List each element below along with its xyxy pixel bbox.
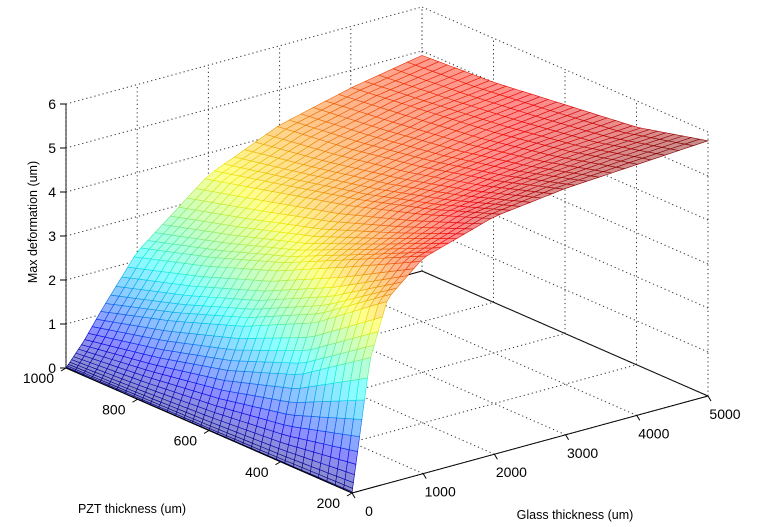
- z-tick-label: 6: [48, 96, 56, 112]
- grid-line: [421, 182, 709, 309]
- z-axis-title: Max deformation (um): [26, 161, 40, 283]
- y-tick-label: 600: [174, 433, 198, 449]
- grid-line: [421, 138, 709, 265]
- x-tick-label: 5000: [709, 406, 740, 422]
- surface-patch: [348, 435, 360, 452]
- x-tick-mark: [636, 415, 641, 421]
- x-tick-label: 4000: [638, 425, 669, 441]
- y-tick-label: 1000: [23, 370, 54, 386]
- grid-line: [421, 226, 709, 353]
- y-axis-title: PZT thickness (um): [78, 502, 186, 516]
- y-tick-mark: [346, 492, 353, 497]
- surface-patch: [683, 138, 710, 147]
- x-tick-mark: [351, 492, 356, 499]
- axis-titles: Glass thickness (um) PZT thickness (um) …: [26, 161, 633, 522]
- tick-labels: 0100020003000400050002004006008001000012…: [23, 96, 741, 519]
- x-tick-mark: [422, 473, 427, 479]
- axes-front-lines: [60, 103, 712, 499]
- x-tick-label: 2000: [496, 464, 527, 480]
- grid-line: [65, 6, 423, 105]
- y-tick-mark: [132, 398, 138, 403]
- z-tick-label: 5: [48, 140, 56, 156]
- x-axis-title: Glass thickness (um): [517, 508, 634, 522]
- z-tick-label: 1: [48, 316, 56, 332]
- z-tick-label: 4: [48, 184, 56, 200]
- grid-line: [279, 309, 566, 436]
- surface-patch: [347, 449, 358, 465]
- z-tick-label: 0: [48, 360, 56, 376]
- x-tick-mark: [493, 453, 498, 460]
- grid-line: [421, 6, 709, 133]
- grid-line: [208, 333, 566, 431]
- x-tick-label: 3000: [567, 445, 598, 461]
- x-axis-line: [351, 395, 709, 494]
- x-tick-label: 0: [365, 503, 373, 519]
- y-tick-label: 400: [245, 464, 269, 480]
- x-tick-mark: [707, 395, 712, 402]
- x-tick-label: 1000: [425, 484, 456, 500]
- grid-line: [280, 364, 637, 463]
- z-tick-label: 2: [48, 272, 56, 288]
- y-tick-mark: [275, 461, 281, 466]
- y-tick-label: 200: [317, 495, 341, 511]
- grid-line: [421, 270, 709, 397]
- grid-line: [65, 50, 423, 149]
- surface-mesh: [65, 55, 710, 494]
- z-tick-label: 3: [48, 228, 56, 244]
- grid-line: [137, 301, 494, 400]
- y-tick-label: 800: [102, 401, 126, 417]
- x-tick-mark: [565, 434, 570, 441]
- y-tick-mark: [203, 430, 210, 434]
